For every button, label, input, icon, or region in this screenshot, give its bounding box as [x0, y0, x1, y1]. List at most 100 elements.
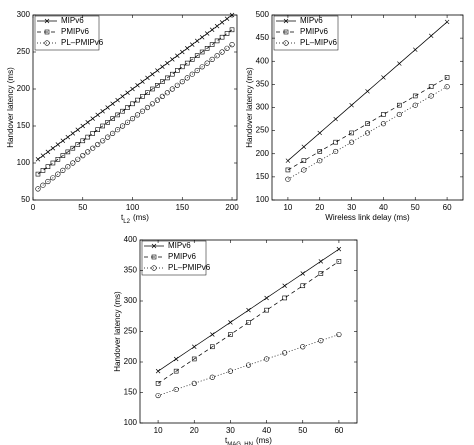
- marker: [285, 158, 291, 163]
- marker-stroke: [80, 123, 86, 129]
- legend-marker: [44, 40, 50, 46]
- marker: [301, 158, 307, 163]
- marker: [65, 149, 71, 155]
- marker: [199, 64, 205, 70]
- marker: [155, 381, 161, 386]
- marker-stroke: [300, 271, 305, 276]
- marker: [397, 102, 402, 108]
- marker: [209, 42, 215, 47]
- marker-stroke: [115, 97, 120, 103]
- marker: [115, 97, 120, 103]
- marker: [169, 86, 175, 92]
- marker: [65, 134, 71, 140]
- marker: [444, 84, 450, 90]
- marker-stroke: [204, 31, 210, 36]
- marker: [173, 368, 179, 374]
- marker-stroke: [65, 134, 71, 140]
- y-tick-label: 100: [17, 158, 31, 167]
- marker: [135, 97, 140, 103]
- marker: [155, 68, 160, 73]
- marker-stroke: [444, 19, 450, 25]
- marker: [85, 134, 91, 140]
- marker-stroke: [40, 153, 46, 158]
- y-tick-label: 100: [256, 195, 270, 204]
- marker: [45, 164, 51, 169]
- y-tick-label: 200: [256, 149, 270, 158]
- marker-stroke: [180, 49, 185, 55]
- marker: [191, 380, 197, 386]
- marker: [192, 344, 197, 349]
- marker: [75, 127, 81, 132]
- marker-stroke: [90, 116, 95, 121]
- marker: [396, 111, 402, 118]
- legend-marker: [283, 29, 289, 35]
- marker-stroke: [120, 94, 125, 99]
- marker-stroke: [35, 157, 41, 162]
- marker: [175, 53, 180, 58]
- marker: [365, 121, 370, 126]
- marker: [428, 33, 434, 39]
- x-tick-label: 50: [411, 203, 420, 212]
- y-tick-label: 250: [256, 126, 270, 135]
- marker: [140, 79, 145, 84]
- x-label-unit: (ms): [133, 213, 149, 222]
- marker: [224, 45, 230, 51]
- marker: [139, 108, 146, 114]
- marker-stroke: [173, 356, 179, 362]
- marker: [40, 168, 46, 173]
- legend-label: PL–PMIPv6: [168, 263, 211, 272]
- marker: [333, 116, 338, 122]
- marker: [318, 338, 324, 344]
- y-axis-label: Handover latency (ms): [245, 67, 254, 148]
- marker: [119, 123, 126, 129]
- x-label-main: t: [225, 436, 228, 445]
- marker: [149, 101, 156, 107]
- legend-label: MIPv6: [168, 241, 191, 250]
- marker: [165, 60, 170, 66]
- marker: [380, 121, 387, 127]
- y-tick-label: 300: [256, 103, 270, 112]
- series-line: [157, 261, 340, 384]
- y-tick-label: 400: [124, 235, 138, 244]
- marker: [130, 101, 135, 107]
- legend-marker: [283, 40, 289, 46]
- marker: [317, 149, 323, 154]
- marker: [263, 356, 270, 362]
- marker: [246, 307, 251, 313]
- marker-stroke: [413, 47, 418, 52]
- y-tick-label: 200: [17, 84, 31, 93]
- x-tick-label: 200: [225, 203, 239, 212]
- marker: [55, 142, 61, 147]
- x-tick-label: 20: [315, 203, 324, 212]
- marker: [100, 108, 105, 114]
- marker: [228, 332, 233, 337]
- marker: [75, 142, 81, 147]
- x-tick-label: 40: [379, 203, 388, 212]
- y-tick-label: 400: [256, 56, 270, 65]
- marker: [155, 368, 161, 374]
- marker: [35, 157, 41, 162]
- marker: [204, 60, 210, 66]
- legend-label: PMIPv6: [61, 27, 90, 36]
- marker-stroke: [192, 344, 197, 349]
- series-line: [37, 29, 233, 175]
- chart: 10 20 30 40 50 60 100 150 200 250 300 350 400 tMAG_HN…: [113, 235, 358, 445]
- marker-stroke: [165, 60, 170, 66]
- marker: [160, 64, 165, 70]
- marker: [150, 71, 155, 77]
- marker: [159, 93, 165, 99]
- x-tick-label: 150: [176, 203, 190, 212]
- legend-marker: [151, 243, 157, 249]
- legend-label: MIPv6: [300, 16, 323, 25]
- marker-stroke: [75, 127, 81, 132]
- marker-stroke: [333, 116, 338, 122]
- marker-stroke: [45, 149, 51, 155]
- marker: [444, 75, 450, 80]
- marker: [317, 130, 322, 136]
- marker: [214, 38, 220, 44]
- marker: [45, 178, 51, 185]
- marker-stroke: [140, 79, 145, 84]
- marker: [336, 259, 342, 264]
